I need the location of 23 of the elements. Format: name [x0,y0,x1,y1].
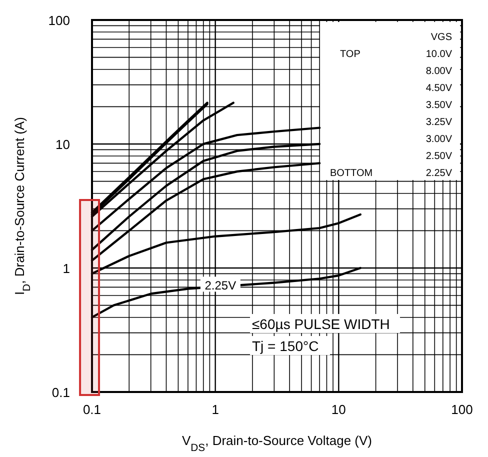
annotation: 3.00V [426,134,452,145]
annotation: 8.00V [426,66,452,77]
annotation: 2.25V [204,278,236,293]
x-tick-label: 1 [212,402,219,417]
annotation: BOTTOM [330,168,373,179]
annotation: 2.25V [426,168,452,179]
x-tick-label: 0.1 [82,402,102,417]
y-tick-label: 0.1 [52,385,70,400]
x-axis-title: V$_{DS}$, Drain-to-Source Voltage (V) [182,433,372,454]
annotation: 3.50V [426,100,452,111]
y-tick-label: 1 [62,261,70,276]
x-tick-label: 100 [451,402,473,417]
annotation: Tj = 150°C [252,338,319,354]
annotation: ≤60µs PULSE WIDTH [252,316,390,332]
annotation: 10.0V [426,49,452,60]
x-tick-label: 10 [331,402,346,417]
annotation: 3.25V [426,117,452,128]
annotation: TOP [340,49,361,60]
y-tick-label: 10 [56,137,70,152]
annotation: 4.50V [426,83,452,94]
annotation: 2.50V [426,151,452,162]
legend-title: VGS [430,32,452,43]
y-tick-label: 100 [48,13,70,28]
